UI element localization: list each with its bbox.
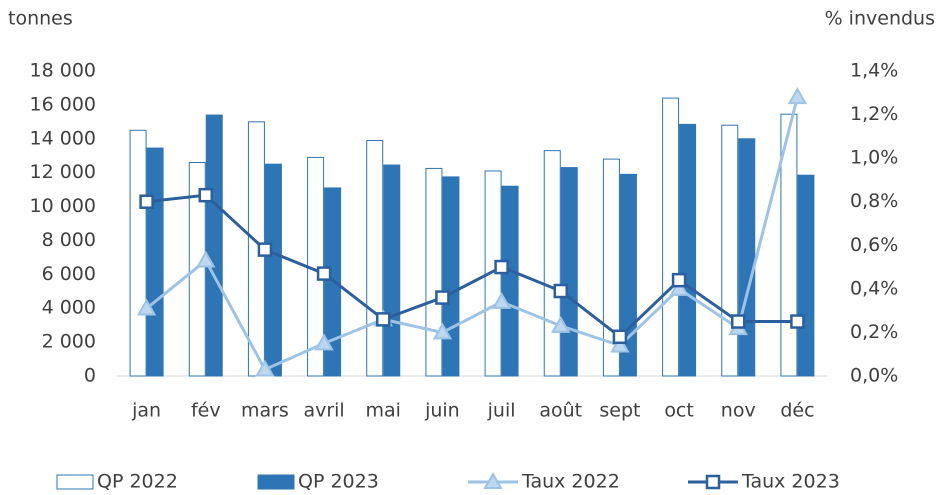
- marker: [316, 266, 332, 281]
- marker: [198, 187, 213, 203]
- legend-label: QP 2022: [97, 471, 178, 493]
- line: [146, 193, 798, 339]
- y2-tick-label: 0,2%: [850, 321, 898, 343]
- x-tick-label: juil: [487, 400, 516, 422]
- y2-tick-label: 0,0%: [850, 365, 898, 387]
- y2-tick-label: 0,8%: [850, 190, 898, 212]
- marker: [257, 242, 273, 257]
- legend-label: Taux 2022: [521, 471, 620, 493]
- y-tick-label: 10 000: [30, 195, 96, 217]
- bar: [780, 113, 798, 377]
- marker: [551, 315, 571, 333]
- marker: [610, 335, 630, 353]
- marker: [376, 312, 391, 327]
- x-tick-label: juin: [424, 400, 460, 422]
- y-tick-label: 12 000: [30, 161, 96, 183]
- x-tick-label: avril: [303, 400, 344, 422]
- x-tick-label: mars: [241, 400, 289, 422]
- y2-tick-label: 0,4%: [850, 277, 898, 299]
- y-axis-label: tonnes: [8, 8, 73, 30]
- bar: [129, 129, 147, 377]
- bar: [560, 167, 578, 377]
- x-tick-label: mai: [366, 400, 401, 422]
- bar: [662, 97, 680, 377]
- marker: [790, 314, 805, 329]
- marker: [671, 272, 687, 288]
- marker: [669, 278, 689, 296]
- marker: [787, 87, 808, 105]
- x-tick-label: fév: [191, 400, 221, 422]
- y-tick-label: 0: [84, 365, 96, 387]
- marker: [196, 250, 216, 268]
- marker: [139, 194, 154, 209]
- legend-label: Taux 2023: [741, 471, 840, 493]
- marker: [314, 333, 334, 351]
- marker: [432, 322, 453, 340]
- bar: [205, 114, 223, 377]
- marker: [612, 329, 628, 345]
- legend-swatch: [56, 474, 94, 490]
- y-tick-label: 14 000: [30, 127, 96, 149]
- legend-marker: [705, 474, 721, 490]
- bar: [442, 176, 460, 377]
- bar: [264, 163, 282, 377]
- y-tick-label: 16 000: [30, 93, 96, 115]
- y-tick-label: 4 000: [42, 297, 96, 319]
- bar: [797, 174, 815, 377]
- bar: [543, 150, 561, 377]
- bar: [501, 185, 519, 377]
- marker: [136, 298, 157, 316]
- bar: [679, 123, 697, 377]
- y2-tick-label: 1,2%: [850, 103, 898, 125]
- y2-axis-label: % invendus: [825, 8, 935, 30]
- bar: [425, 167, 443, 377]
- y2-tick-label: 1,0%: [850, 147, 898, 169]
- marker: [255, 359, 275, 377]
- y-tick-label: 6 000: [42, 263, 96, 285]
- x-tick-label: sept: [599, 400, 640, 422]
- x-tick-label: déc: [780, 400, 814, 422]
- bar: [146, 147, 164, 377]
- x-tick-label: nov: [721, 400, 756, 422]
- y-tick-label: 18 000: [30, 60, 96, 82]
- line: [145, 96, 799, 372]
- bar: [366, 139, 384, 377]
- legend-swatch: [257, 474, 295, 490]
- marker: [435, 290, 450, 305]
- x-tick-label: oct: [664, 400, 694, 422]
- y-tick-label: 2 000: [42, 331, 96, 353]
- legend-label: QP 2023: [298, 471, 379, 493]
- y2-tick-label: 0,6%: [850, 234, 898, 256]
- y-tick-label: 8 000: [42, 229, 96, 251]
- marker: [731, 314, 746, 329]
- marker: [494, 259, 509, 275]
- legend-marker: [483, 471, 503, 489]
- x-tick-label: août: [539, 400, 582, 422]
- bar: [383, 164, 401, 377]
- marker: [491, 291, 512, 309]
- x-tick-label: jan: [131, 400, 161, 422]
- bar: [738, 138, 756, 377]
- bar: [721, 124, 739, 377]
- y2-tick-label: 1,4%: [850, 60, 898, 82]
- bar: [602, 158, 620, 377]
- marker: [553, 283, 568, 299]
